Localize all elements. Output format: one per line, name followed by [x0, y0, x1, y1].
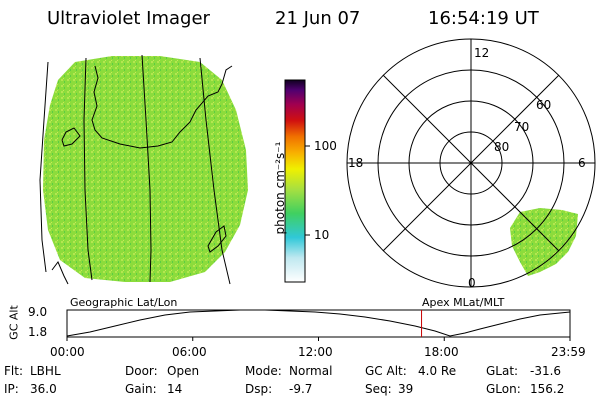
- status-seq-value: 39: [398, 382, 414, 396]
- mlt-label-0: 0: [468, 276, 476, 290]
- status-filter-value: LBHL: [30, 364, 61, 378]
- mlt-label-18: 18: [348, 156, 364, 170]
- image-date: 21 Jun 07: [275, 8, 361, 29]
- colorbar-tick-10: 10: [314, 228, 330, 242]
- time-tick-1800: 18:00: [424, 345, 459, 359]
- status-mode-key: Mode:: [245, 364, 282, 378]
- colorbar-unit-label: photon cm⁻²s⁻¹: [273, 141, 287, 235]
- status-filter-key: Flt:: [4, 364, 23, 378]
- altitude-curve: [66, 309, 571, 337]
- time-tick-1200: 12:00: [298, 345, 333, 359]
- status-glon-value: 156.2: [530, 382, 565, 396]
- time-tick-0000: 00:00: [50, 345, 85, 359]
- status-glat-value: -31.6: [530, 364, 562, 378]
- earth-disk-image: [39, 54, 248, 285]
- status-dsp-value: -9.7: [289, 382, 313, 396]
- status-glon-key: GLon:: [486, 382, 521, 396]
- altitude-plot: [66, 309, 571, 341]
- auroral-oval-fill: [510, 208, 578, 276]
- mlt-label-6: 6: [578, 156, 586, 170]
- colorbar: [284, 79, 310, 283]
- status-glat-key: GLat:: [486, 364, 519, 378]
- status-ip-key: IP:: [4, 382, 19, 396]
- status-door-key: Door:: [125, 364, 158, 378]
- status-ip-value: 36.0: [30, 382, 57, 396]
- status-gcalt-value: 4.0 Re: [418, 364, 457, 378]
- status-gain-key: Gain:: [125, 382, 157, 396]
- status-gain-value: 14: [167, 382, 183, 396]
- altitude-tick-min: 1.8: [28, 325, 48, 339]
- status-dsp-key: Dsp:: [245, 382, 273, 396]
- apex-projection-label: Apex MLat/MLT: [422, 296, 505, 309]
- status-seq-key: Seq:: [365, 382, 392, 396]
- lat-label-60: 60: [536, 98, 552, 112]
- image-time: 16:54:19 UT: [428, 8, 539, 29]
- time-tick-0600: 06:00: [172, 345, 207, 359]
- colorbar-tick-100: 100: [314, 139, 337, 153]
- time-tick-2359: 23:59: [551, 345, 586, 359]
- instrument-title: Ultraviolet Imager: [47, 8, 210, 29]
- coastline-outline: [51, 65, 233, 285]
- lat-label-70: 70: [514, 120, 530, 134]
- altitude-axis-label: GC Alt: [7, 305, 21, 340]
- lat-label-80: 80: [494, 140, 510, 154]
- geographic-projection-label: Geographic Lat/Lon: [70, 296, 178, 309]
- meridian-lines: [39, 54, 231, 285]
- status-door-value: Open: [167, 364, 200, 378]
- mlt-label-12: 12: [474, 46, 490, 60]
- altitude-tick-max: 9.0: [28, 305, 48, 319]
- status-mode-value: Normal: [289, 364, 333, 378]
- status-gcalt-key: GC Alt:: [365, 364, 407, 378]
- polar-plot: [346, 38, 596, 288]
